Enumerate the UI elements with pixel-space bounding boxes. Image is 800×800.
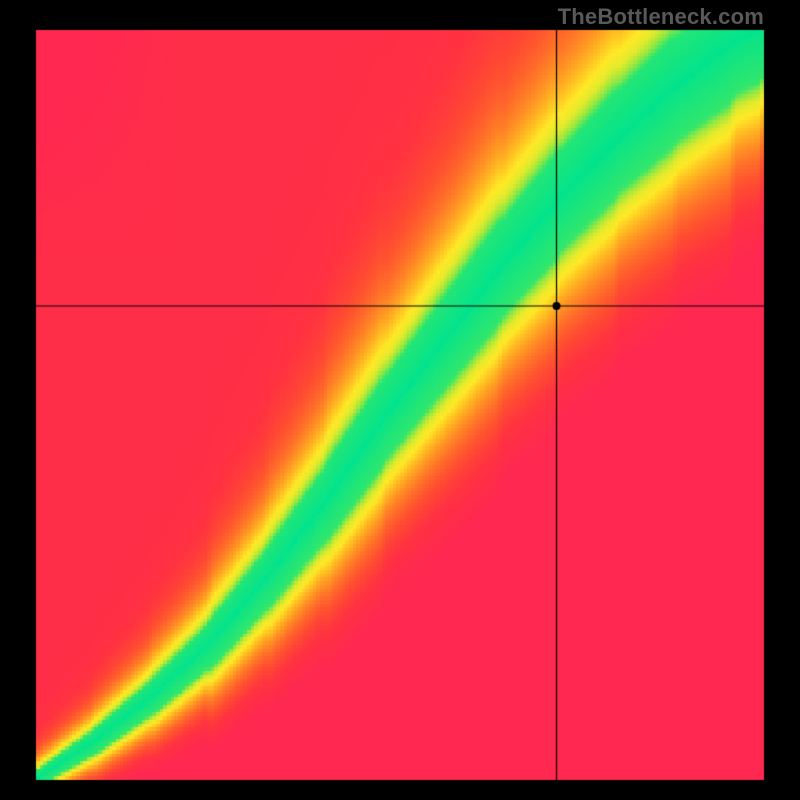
heatmap-plot xyxy=(0,0,800,800)
watermark-text: TheBottleneck.com xyxy=(558,4,764,30)
